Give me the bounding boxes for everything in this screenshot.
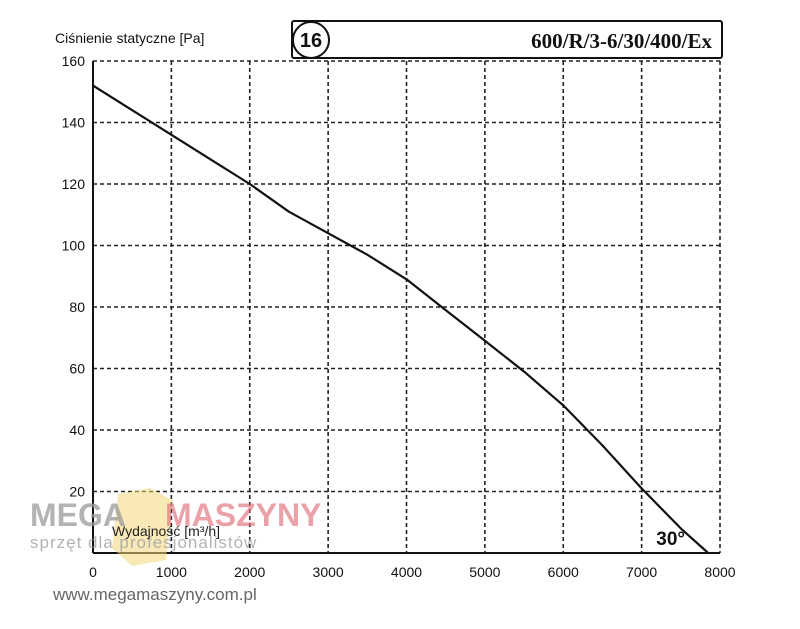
x-tick-label: 3000 xyxy=(313,564,344,580)
watermark-url: www.megamaszyny.com.pl xyxy=(52,585,257,604)
chart-title: 600/R/3-6/30/400/Ex xyxy=(531,29,712,53)
x-tick-label: 8000 xyxy=(704,564,735,580)
axes xyxy=(92,61,720,554)
curve-number: 16 xyxy=(300,30,322,52)
x-tick-labels: 0 1000 2000 3000 4000 5000 6000 7000 8000 xyxy=(89,564,736,580)
watermark-logo-icon xyxy=(112,488,172,566)
y-tick-label: 80 xyxy=(69,299,85,315)
x-axis-label: Wydajność [m³/h] xyxy=(112,523,220,539)
watermark-brand-maszyny: MASZYNY xyxy=(165,497,321,533)
x-tick-label: 0 xyxy=(89,564,97,580)
y-tick-label: 120 xyxy=(62,176,86,192)
x-tick-label: 7000 xyxy=(626,564,657,580)
x-tick-label: 6000 xyxy=(548,564,579,580)
x-tick-label: 2000 xyxy=(234,564,265,580)
series xyxy=(92,84,709,554)
x-tick-label: 5000 xyxy=(469,564,500,580)
title-box: 16 600/R/3-6/30/400/Ex xyxy=(291,20,723,59)
x-tick-label: 4000 xyxy=(391,564,422,580)
y-tick-label: 100 xyxy=(62,238,86,254)
grid xyxy=(93,60,721,553)
curve-number-badge xyxy=(292,21,330,59)
y-tick-label: 140 xyxy=(62,115,86,131)
y-tick-label: 20 xyxy=(69,484,85,500)
y-tick-label: 40 xyxy=(69,422,85,438)
performance-curve xyxy=(92,84,709,554)
y-tick-label: 160 xyxy=(62,53,86,69)
watermark: MEGA MASZYNY sprzęt dla profesjonalistów… xyxy=(30,488,321,604)
y-axis-label: Ciśnienie statyczne [Pa] xyxy=(55,30,204,46)
y-tick-label: 60 xyxy=(69,361,85,377)
y-tick-labels: 20 40 60 80 100 120 140 160 xyxy=(62,53,86,500)
watermark-tagline: sprzęt dla profesjonalistów xyxy=(30,533,257,552)
watermark-brand-mega: MEGA xyxy=(30,497,126,533)
x-tick-label: 1000 xyxy=(156,564,187,580)
blade-angle-label: 30° xyxy=(656,529,685,550)
